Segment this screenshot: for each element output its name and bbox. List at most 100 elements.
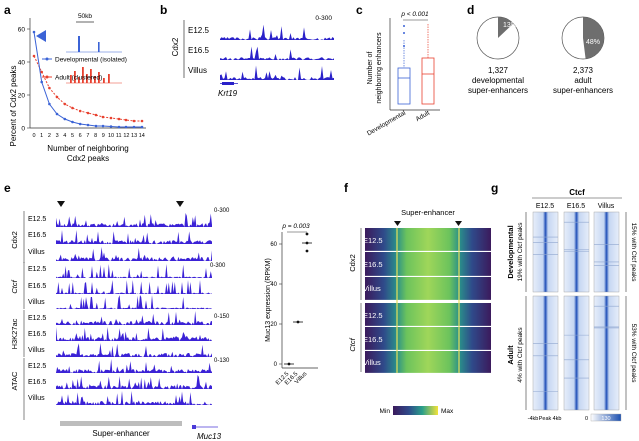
- g-heatmap-block: [563, 295, 590, 411]
- e-scatter-points: [284, 232, 312, 366]
- a-xtick-label: 6: [79, 133, 82, 139]
- e-row-label: E16.5: [28, 232, 46, 239]
- e-row-label: Villus: [28, 249, 45, 256]
- a-inset-adult-peak: [94, 76, 96, 83]
- g-xaxis-right: 4kb: [553, 416, 562, 422]
- panel-letter-f: f: [344, 181, 349, 195]
- a-inset-adult-peak: [74, 71, 76, 83]
- a-inset-adult-peak: [90, 69, 92, 83]
- a-adult-point: [132, 119, 136, 123]
- f-row-label: Villus: [363, 358, 381, 367]
- a-adult-point: [86, 111, 90, 115]
- a-xtick-label: 3: [56, 133, 59, 139]
- f-group-1-label: Cdx2: [348, 254, 357, 272]
- panel-letter-g: g: [491, 181, 498, 195]
- a-points: [32, 30, 144, 129]
- f-row-label: E12.5: [363, 236, 383, 245]
- c-box-adult: [421, 24, 435, 105]
- b-row-3: Villus: [188, 66, 207, 75]
- e-track: [56, 359, 212, 373]
- e-track: [56, 264, 212, 278]
- d-pie-1-line2: super-enhancers: [468, 86, 528, 95]
- g-heatmap-block: [532, 211, 559, 293]
- e-scatter-point: [305, 249, 309, 253]
- e-gene-name: Muc13: [197, 432, 222, 441]
- a-adult-point: [109, 116, 113, 120]
- a-xtick-label: 9: [102, 133, 105, 139]
- a-adult-point: [32, 54, 36, 58]
- a-inset-adult-peak: [82, 67, 84, 83]
- d-pie-1-count: 1,327: [488, 66, 509, 75]
- panel-letter-b: b: [160, 3, 167, 17]
- a-inset-adult-peak: [108, 74, 110, 83]
- a-xtick-label: 14: [139, 133, 145, 139]
- a-adult-point: [55, 95, 59, 99]
- a-ylabel: Percent of Cdx2 peaks: [9, 66, 18, 147]
- e-scatter-ytick-label: 20: [270, 322, 277, 328]
- a-dev-point: [94, 124, 98, 128]
- a-dev-point: [124, 125, 128, 129]
- e-group-1-label: Cdx2: [10, 231, 19, 249]
- a-adult-line: [33, 55, 142, 122]
- e-row-label: Villus: [28, 395, 45, 402]
- e-gene-exon: [192, 425, 196, 429]
- panel-d: 13% 48% 1,327 developmental super-enhanc…: [468, 16, 613, 95]
- c-pvalue: p < 0.001: [400, 11, 429, 18]
- a-adult-point: [63, 102, 67, 106]
- g-heatmap-block: [563, 211, 590, 293]
- e-row-label: E12.5: [28, 266, 46, 273]
- e-scatter-point: [305, 232, 309, 236]
- g-colorbar-max: 130: [601, 416, 610, 422]
- a-yticks: 0 20 40 60: [18, 27, 30, 133]
- a-adult-point: [48, 86, 51, 90]
- f-marker-right: [455, 221, 462, 226]
- e-row-label: E12.5: [28, 363, 46, 370]
- panel-e: Cdx2 Ctcf H3K27ac ATAC E12.5E16.5VillusE…: [10, 201, 318, 441]
- a-inset-adult-peak: [103, 78, 105, 83]
- a-inset-developmental: [66, 36, 122, 53]
- panel-letter-a: a: [4, 3, 11, 17]
- a-inset-dev-peak: [98, 42, 100, 52]
- e-scatter-yticks: 0 20 40 60: [270, 242, 282, 368]
- a-xtick-label: 12: [123, 133, 129, 139]
- e-row-label: E16.5: [28, 379, 46, 386]
- a-xlabel-line2: Cdx2 peaks: [67, 154, 109, 163]
- e-marker-left: [57, 201, 65, 207]
- panel-letter-e: e: [4, 181, 11, 195]
- b-track: [220, 46, 334, 60]
- e-range-1: 0-300: [214, 208, 230, 214]
- a-xtick-label: 4: [63, 133, 66, 139]
- b-range: 0-300: [315, 15, 332, 22]
- g-col-2: E16.5: [567, 203, 585, 210]
- e-row-label: E12.5: [28, 216, 46, 223]
- d-pie-1-wedge: [498, 17, 514, 38]
- c-ylabel-2: neighboring enhancers: [376, 32, 383, 104]
- a-dev-point: [140, 125, 144, 129]
- g-heatmap-block: [593, 211, 620, 293]
- a-adult-point: [78, 109, 82, 113]
- b-gene-name: Krt19: [218, 89, 238, 98]
- panel-f: Super-enhancer Cdx2 Ctcf E12.5 E16.5 Villu…: [348, 208, 491, 415]
- a-dev-point: [132, 125, 136, 129]
- a-scale-label: 50kb: [78, 13, 92, 20]
- c-xtick-adult: Adult: [415, 110, 431, 124]
- b-row-1: E12.5: [188, 26, 209, 35]
- panel-letter-c: c: [356, 3, 363, 17]
- e-row-label: E12.5: [28, 315, 46, 322]
- b-group-label: Cdx2: [171, 37, 180, 56]
- e-range-4: 0-130: [214, 358, 230, 364]
- f-colorbar-max: Max: [441, 408, 454, 415]
- f-row-label: E12.5: [363, 311, 383, 320]
- e-scatter-point: [296, 320, 300, 324]
- f-heatmap-row: [365, 303, 491, 326]
- a-inset-adult-peak: [70, 75, 72, 83]
- e-group-2-label: Ctcf: [10, 279, 19, 293]
- c-ylabel-1: Number of: [367, 52, 374, 85]
- g-col-3: Villus: [598, 203, 615, 210]
- b-tracks: [220, 24, 334, 80]
- a-dev-point: [63, 117, 67, 121]
- f-colorbar: [393, 406, 438, 415]
- e-track: [56, 311, 212, 325]
- a-legend-dev: Developmental (isolated): [55, 57, 127, 64]
